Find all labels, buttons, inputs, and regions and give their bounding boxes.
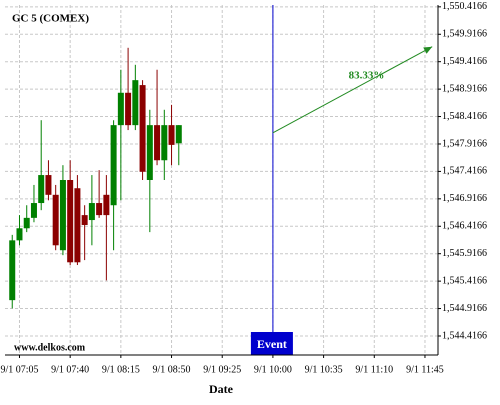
x-tick-label: 9/1 07:05 <box>0 364 38 375</box>
x-tick-label: 9/1 08:50 <box>153 364 191 375</box>
candle-body <box>81 215 88 225</box>
chart-title: GC 5 (COMEX) <box>12 13 89 25</box>
candle-body <box>88 203 95 221</box>
candle-body <box>38 175 45 204</box>
forecast-arrow <box>272 46 433 134</box>
candle-body <box>154 125 161 161</box>
candle-body <box>30 203 37 218</box>
x-tick-label: 9/1 11:10 <box>355 364 393 375</box>
y-tick-label: 1,548.4166 <box>442 111 487 122</box>
y-tick-label: 1,547.4166 <box>442 166 487 177</box>
watermark: www.delkos.com <box>14 342 86 353</box>
event-label: Event <box>257 337 287 351</box>
y-tick-label: 1,547.9166 <box>442 138 487 149</box>
marks: Event 83.33% <box>9 5 433 355</box>
x-tick-label: 9/1 08:15 <box>102 364 140 375</box>
x-tick-label: 9/1 10:00 <box>254 364 292 375</box>
candle-body <box>52 194 59 246</box>
candle-body <box>59 180 66 251</box>
y-tick-label: 1,545.4166 <box>442 275 487 286</box>
y-tick-label: 1,549.9166 <box>442 29 487 40</box>
x-tick-label: 9/1 09:25 <box>203 364 241 375</box>
y-tick-label: 1,549.4166 <box>442 56 487 67</box>
candle-body <box>9 240 16 301</box>
candle-body <box>74 188 81 263</box>
candle-body <box>161 125 168 161</box>
candle-body <box>175 125 182 144</box>
y-tick-label: 1,550.4166 <box>442 1 487 12</box>
candle-body <box>96 203 103 216</box>
candle-body <box>139 85 146 172</box>
y-tick-label: 1,544.9166 <box>442 303 487 314</box>
candle-body <box>67 180 74 263</box>
event-box <box>250 332 293 355</box>
forecast-label: 83.33% <box>349 69 385 81</box>
candle-body <box>16 228 23 241</box>
arrow-head <box>423 46 433 54</box>
x-tick-label: 9/1 11:45 <box>406 364 444 375</box>
candle-body <box>117 92 124 126</box>
y-tick-label: 1,546.9166 <box>442 193 487 204</box>
candle-body <box>103 194 110 216</box>
candle-body <box>132 80 139 126</box>
candle-body <box>146 125 153 180</box>
candle-body <box>23 217 30 229</box>
candle-body <box>110 125 117 206</box>
x-tick-label: 9/1 10:35 <box>305 364 343 375</box>
y-tick-label: 1,548.9166 <box>442 83 487 94</box>
y-tick-label: 1,544.4166 <box>442 330 487 341</box>
y-tick-label: 1,545.9166 <box>442 248 487 259</box>
candle-body <box>45 175 52 195</box>
candle-body <box>125 92 132 126</box>
y-tick-label: 1,546.4166 <box>442 221 487 232</box>
x-axis-title: Date <box>209 382 234 396</box>
x-tick-label: 9/1 07:40 <box>51 364 89 375</box>
candle-body <box>168 125 175 145</box>
